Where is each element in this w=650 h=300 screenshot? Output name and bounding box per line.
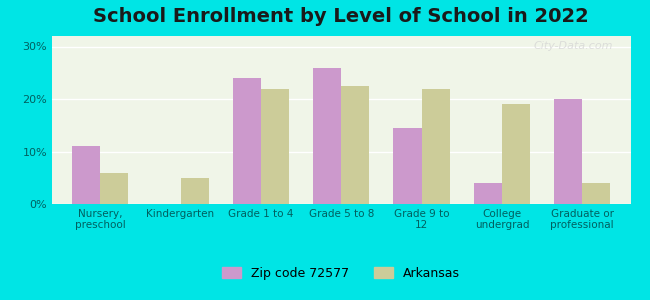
Bar: [341, 86, 369, 204]
Bar: [502, 104, 530, 204]
Bar: [100, 172, 128, 204]
Bar: [72, 146, 100, 204]
Bar: [313, 68, 341, 204]
Bar: [181, 178, 209, 204]
Bar: [233, 78, 261, 204]
Bar: [261, 88, 289, 204]
Bar: [582, 183, 610, 204]
Bar: [474, 183, 502, 204]
Bar: [393, 128, 422, 204]
Text: City-Data.com: City-Data.com: [534, 41, 613, 51]
Title: School Enrollment by Level of School in 2022: School Enrollment by Level of School in …: [94, 7, 589, 26]
Bar: [554, 99, 582, 204]
Bar: [422, 88, 450, 204]
Legend: Zip code 72577, Arkansas: Zip code 72577, Arkansas: [218, 262, 465, 285]
